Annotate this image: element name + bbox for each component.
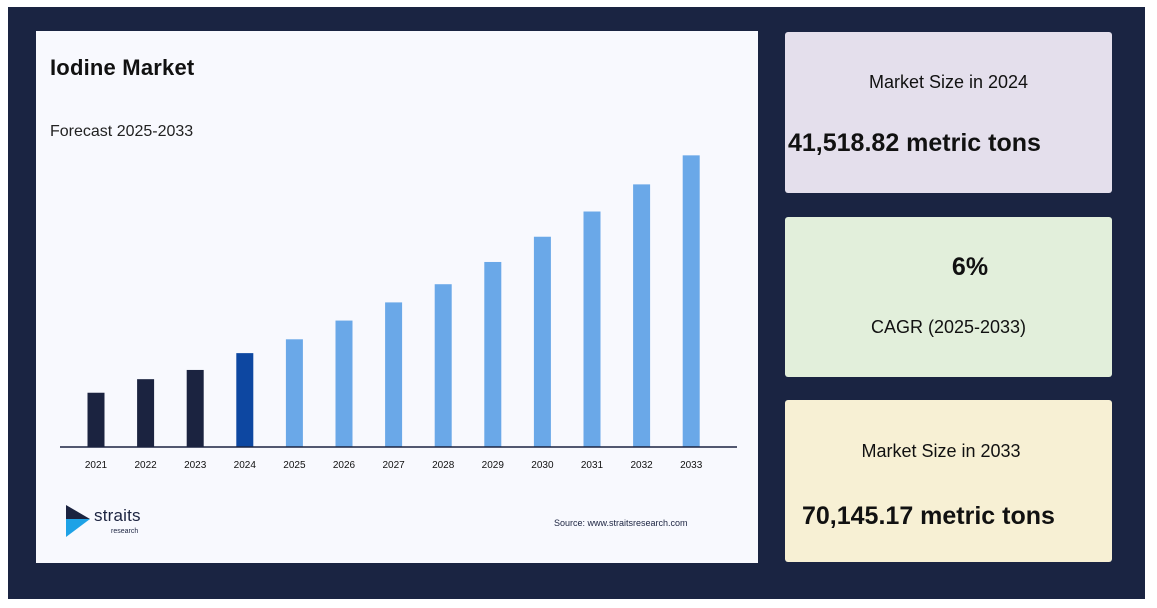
logo-wordmark: straits [94,506,141,525]
bar-2022 [137,379,155,447]
x-tick-label-2027: 2027 [382,460,405,471]
bar-2031 [583,211,601,447]
x-tick-label-2030: 2030 [531,460,554,471]
bar-2033 [682,155,700,447]
market-size-2024-card: Market Size in 2024 41,518.82 metric ton… [785,32,1112,193]
logo-mark-icon [66,505,90,537]
market-size-2024-label: Market Size in 2024 [868,72,1029,92]
bar-2024 [236,353,254,447]
bar-2025 [285,339,303,447]
logo-subtext: research [111,528,139,535]
x-tick-label-2033: 2033 [680,460,703,471]
x-tick-label-2022: 2022 [134,460,157,471]
x-tick-label-2031: 2031 [581,460,604,471]
x-tick-label-2026: 2026 [333,460,356,471]
cagr-label: CAGR (2025-2033) [870,317,1027,337]
market-size-2033-card: Market Size in 2033 70,145.17 metric ton… [785,400,1112,562]
bar-2032 [633,184,651,448]
x-tick-label-2025: 2025 [283,460,306,471]
x-tick-label-2023: 2023 [184,460,207,471]
x-tick-label-2029: 2029 [482,460,505,471]
straits-logo: straits research [64,503,174,543]
cagr-card: 6% CAGR (2025-2033) [785,217,1112,377]
chart-title: Iodine Market [50,55,195,80]
chart-subtitle: Forecast 2025-2033 [50,123,194,140]
cagr-value: 6% [951,253,989,281]
bar-2023 [186,369,204,447]
x-tick-label-2024: 2024 [234,460,257,471]
bar-2027 [385,302,403,447]
market-size-2024-value: 41,518.82 metric tons [788,129,1041,157]
bar-2028 [434,284,452,447]
bar-2030 [533,236,551,447]
x-tick-label-2032: 2032 [630,460,653,471]
x-tick-label-2028: 2028 [432,460,455,471]
bar-2029 [484,261,502,447]
x-tick-label-2021: 2021 [85,460,108,471]
market-size-2033-label: Market Size in 2033 [861,441,1021,461]
market-size-2033-value: 70,145.17 metric tons [802,502,1055,530]
source-note: Source: www.straitsresearch.com [554,518,688,528]
bar-2026 [335,320,353,447]
bar-2021 [87,392,105,447]
